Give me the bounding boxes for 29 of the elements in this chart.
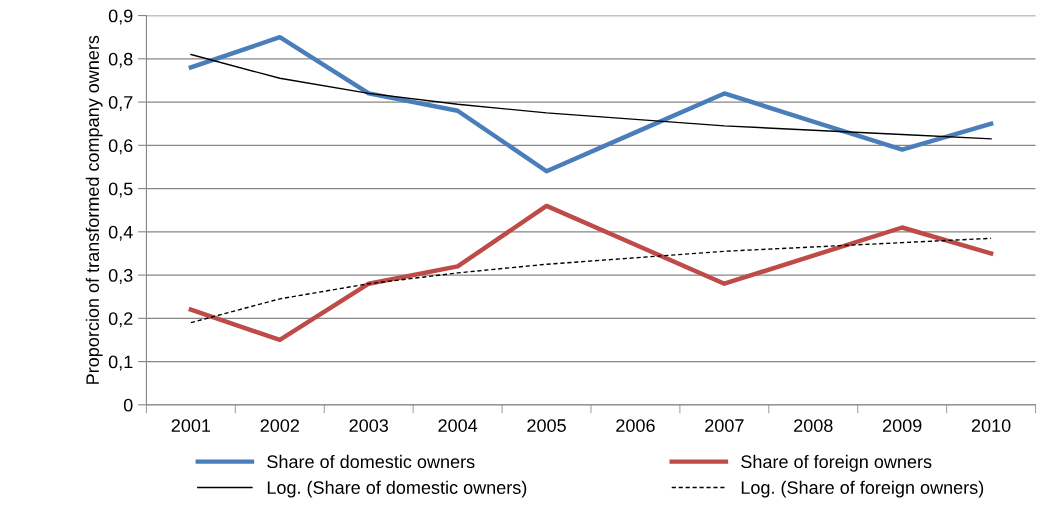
y-tick-label: 0,9 — [108, 9, 133, 25]
line-series — [190, 237, 992, 324]
line-series — [190, 53, 992, 140]
x-tick-label: 2005 — [527, 419, 566, 432]
x-tick-label: 2006 — [616, 419, 655, 432]
y-tick-label: 0,3 — [108, 269, 133, 284]
legend-label: Share of foreign owners — [741, 454, 932, 472]
y-tick-label: 0 — [123, 398, 133, 412]
x-tick-label: 2001 — [171, 419, 211, 432]
x-tick-label: 2010 — [971, 419, 1011, 432]
y-tick-label: 0,6 — [108, 139, 133, 155]
x-tick-label: 2004 — [438, 419, 478, 432]
y-axis-title: Proporcion of transformed company owners — [85, 35, 103, 384]
legend-label: Log. (Share of domestic owners) — [267, 480, 527, 498]
x-tick-label: 2003 — [349, 419, 389, 432]
y-tick-label: 0,2 — [108, 312, 133, 328]
y-tick-label: 0,5 — [108, 182, 133, 198]
line-series — [188, 203, 994, 343]
y-tick-label: 0,4 — [108, 225, 133, 241]
legend-label: Log. (Share of foreign owners) — [741, 480, 984, 498]
x-tick-label: 2009 — [883, 419, 922, 432]
line-series — [188, 34, 994, 174]
x-tick-label: 2007 — [705, 419, 744, 432]
x-tick-label: 2002 — [260, 419, 299, 432]
legend-label: Share of domestic owners — [267, 454, 475, 469]
y-tick-label: 0,7 — [108, 96, 133, 111]
y-tick-label: 0,1 — [108, 355, 133, 371]
x-tick-label: 2008 — [794, 419, 833, 432]
y-tick-label: 0,8 — [108, 52, 133, 68]
